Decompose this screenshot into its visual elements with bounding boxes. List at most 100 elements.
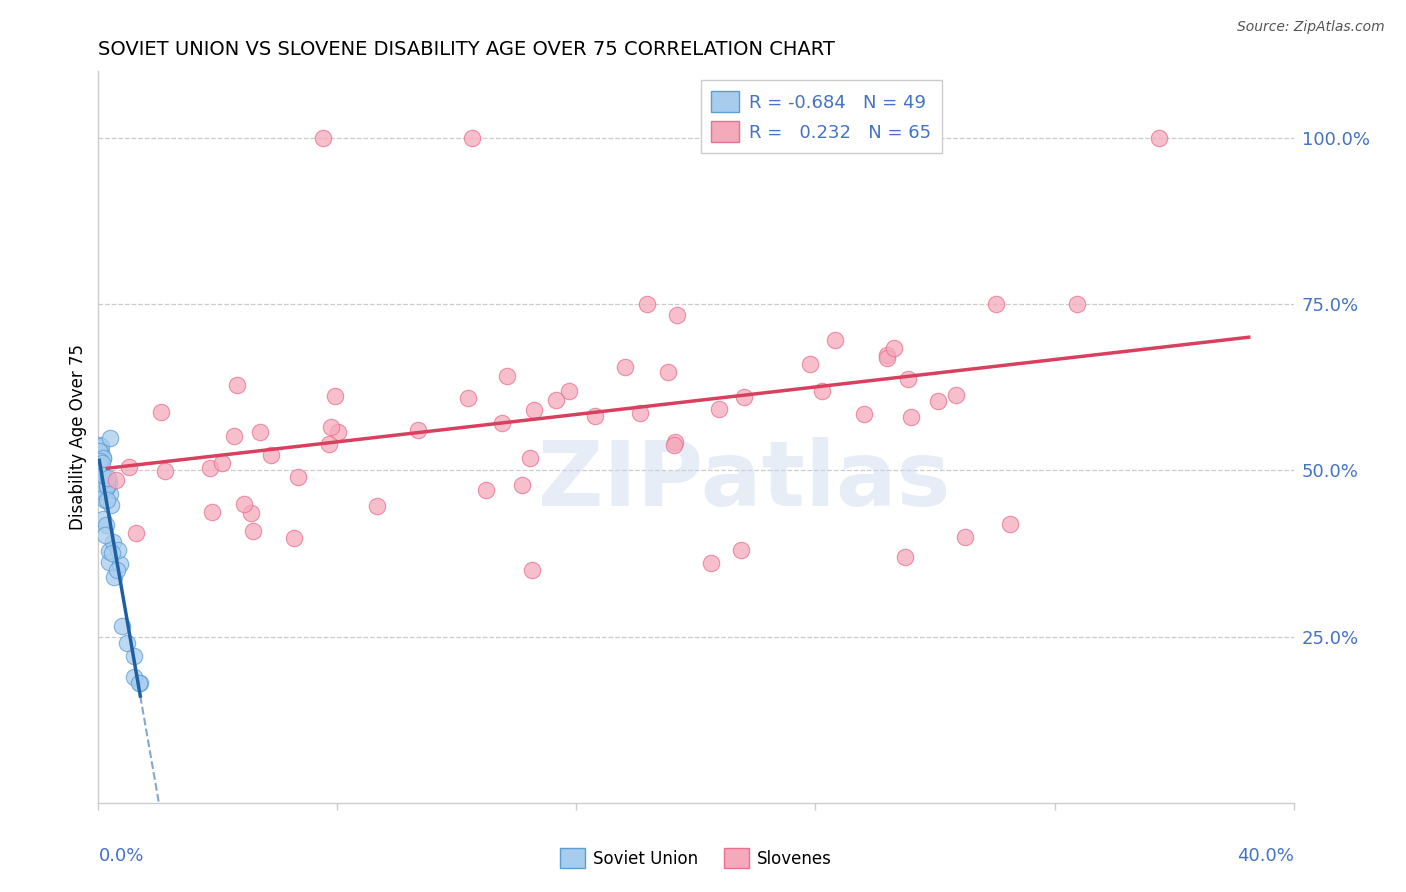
Point <box>636 297 658 311</box>
Point <box>105 473 128 487</box>
Point <box>613 359 636 374</box>
Point <box>96 493 118 508</box>
Point <box>311 131 333 145</box>
Point <box>883 341 905 355</box>
Point <box>876 351 898 365</box>
Point <box>97 471 120 485</box>
Point <box>91 483 114 497</box>
Point <box>91 450 114 465</box>
Point <box>811 384 834 399</box>
Point <box>201 505 224 519</box>
Point <box>287 470 309 484</box>
Point <box>91 512 114 526</box>
Point <box>111 619 134 633</box>
Point <box>953 530 976 544</box>
Point <box>927 393 949 408</box>
Point <box>98 431 121 445</box>
Point <box>118 459 141 474</box>
Point <box>89 440 111 454</box>
Point <box>897 372 920 386</box>
Point <box>321 419 343 434</box>
Point <box>211 457 233 471</box>
Point <box>90 439 112 453</box>
Point <box>707 402 730 417</box>
Point <box>98 475 121 490</box>
Point <box>242 524 264 538</box>
Point <box>544 392 567 407</box>
Point <box>89 454 111 468</box>
Point <box>90 467 112 481</box>
Point <box>91 451 114 466</box>
Point <box>150 405 173 419</box>
Point <box>94 493 117 508</box>
Point <box>583 409 606 423</box>
Point <box>664 438 686 452</box>
Point <box>129 676 152 690</box>
Point <box>894 549 917 564</box>
Point <box>520 563 543 577</box>
Point <box>101 546 124 560</box>
Point <box>853 407 876 421</box>
Point <box>115 636 138 650</box>
Point <box>90 445 112 459</box>
Point <box>1147 131 1170 145</box>
Point <box>945 388 967 402</box>
Point <box>240 506 263 520</box>
Point <box>98 555 121 569</box>
Text: 0.0%: 0.0% <box>98 847 143 865</box>
Point <box>326 425 349 439</box>
Point <box>93 473 115 487</box>
Point <box>665 308 688 322</box>
Point <box>105 563 128 577</box>
Point <box>366 499 388 513</box>
Point <box>510 478 533 492</box>
Point <box>799 357 821 371</box>
Point <box>91 468 114 483</box>
Text: SOVIET UNION VS SLOVENE DISABILITY AGE OVER 75 CORRELATION CHART: SOVIET UNION VS SLOVENE DISABILITY AGE O… <box>98 39 835 59</box>
Point <box>495 369 517 384</box>
Point <box>759 131 782 145</box>
Point <box>318 437 340 451</box>
Point <box>89 486 111 500</box>
Point <box>900 409 922 424</box>
Point <box>475 483 498 498</box>
Point <box>457 391 479 405</box>
Point <box>519 450 541 465</box>
Y-axis label: Disability Age Over 75: Disability Age Over 75 <box>69 344 87 530</box>
Point <box>998 516 1021 531</box>
Point <box>96 475 118 489</box>
Point <box>491 416 513 430</box>
Point <box>406 423 429 437</box>
Point <box>89 437 111 451</box>
Point <box>90 477 112 491</box>
Point <box>824 334 846 348</box>
Text: 40.0%: 40.0% <box>1237 847 1294 865</box>
Point <box>100 499 122 513</box>
Point <box>108 557 131 571</box>
Point <box>124 526 146 541</box>
Point <box>700 557 723 571</box>
Point <box>198 460 221 475</box>
Point <box>733 390 755 404</box>
Text: ZIPatlas: ZIPatlas <box>537 437 950 525</box>
Point <box>107 543 129 558</box>
Point <box>323 389 346 403</box>
Point <box>664 434 686 449</box>
Point <box>101 535 124 549</box>
Point <box>232 497 254 511</box>
Point <box>657 365 679 379</box>
Point <box>557 384 579 399</box>
Point <box>876 348 898 362</box>
Legend: Soviet Union, Slovenes: Soviet Union, Slovenes <box>560 848 832 868</box>
Point <box>89 458 111 472</box>
Point <box>98 543 121 558</box>
Point <box>249 425 271 439</box>
Point <box>283 531 305 545</box>
Point <box>96 479 118 493</box>
Point <box>523 402 546 417</box>
Point <box>89 476 111 491</box>
Point <box>225 378 247 392</box>
Point <box>93 476 115 491</box>
Point <box>94 518 117 533</box>
Point <box>90 483 112 498</box>
